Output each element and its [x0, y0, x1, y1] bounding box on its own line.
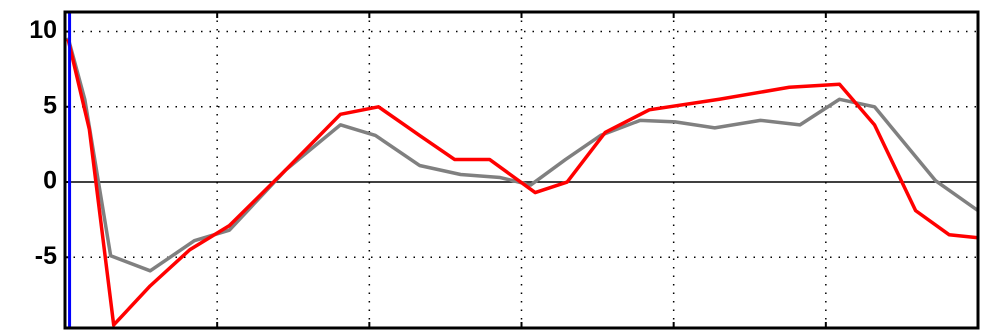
y-tick-label: 5: [43, 91, 57, 119]
y-tick-label: 10: [29, 16, 57, 44]
plot-frame: [63, 10, 980, 330]
plot-area: [65, 12, 978, 328]
y-tick-label: -5: [35, 242, 57, 270]
y-tick-label: 0: [43, 167, 57, 195]
series-line: [66, 37, 980, 273]
series-line: [66, 38, 979, 327]
